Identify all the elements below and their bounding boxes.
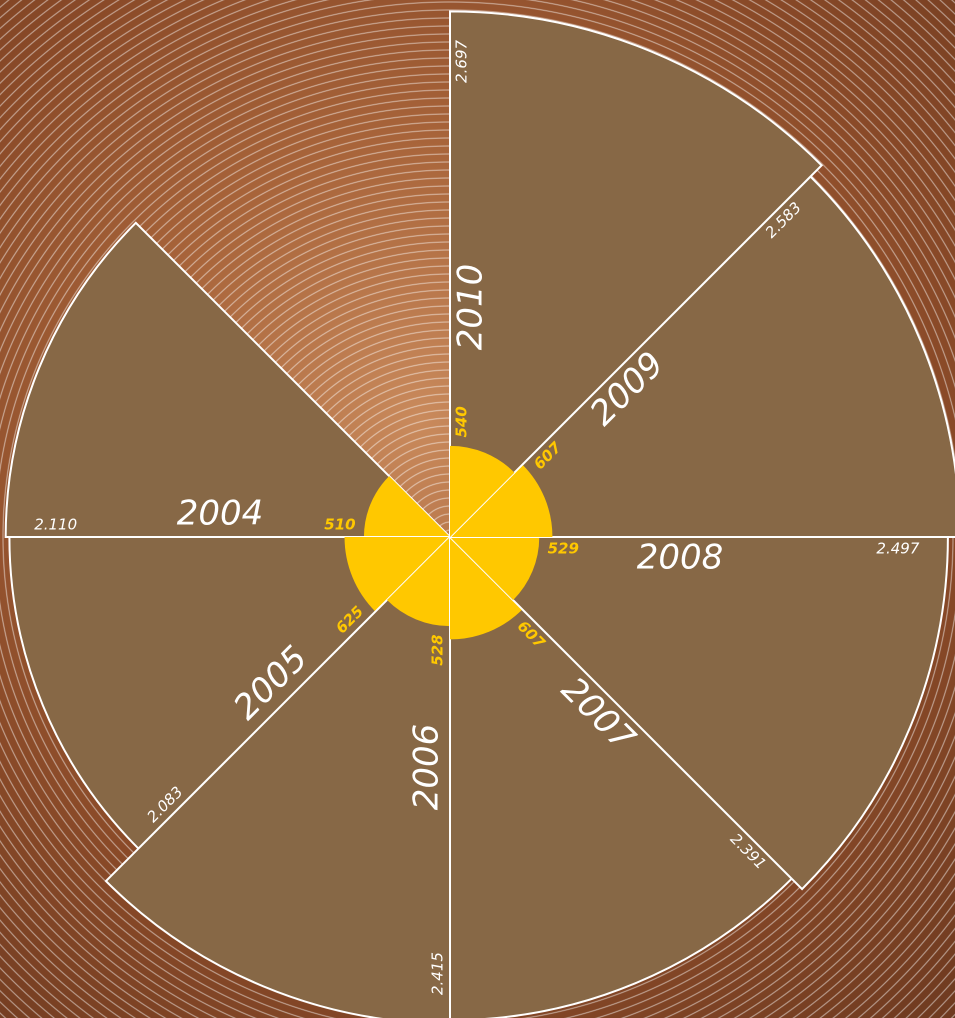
value-label: 2.697 <box>453 39 471 82</box>
sector <box>4 221 453 538</box>
sector <box>8 536 453 850</box>
inner-sector <box>450 445 515 537</box>
inner-sector <box>450 537 523 640</box>
inner-sector <box>363 476 450 537</box>
inner-value-label: 529 <box>548 540 579 558</box>
category-label: 2010 <box>451 264 491 351</box>
sector <box>447 175 955 538</box>
inner-value-label: 510 <box>324 516 355 534</box>
sector <box>104 534 451 1018</box>
value-label: 2.415 <box>429 952 447 995</box>
sector <box>447 536 949 891</box>
value-label: 2.497 <box>876 540 919 558</box>
inner-sector <box>450 464 553 537</box>
inner-sector <box>386 537 450 627</box>
value-label: 2.110 <box>34 516 77 534</box>
inner-sector <box>344 537 450 612</box>
sector <box>449 10 824 540</box>
inner-value-label: 528 <box>429 634 447 665</box>
category-label: 2008 <box>637 538 724 578</box>
inner-value-label: 540 <box>453 406 471 437</box>
category-label: 2006 <box>407 724 447 811</box>
inner-sector <box>450 537 540 601</box>
sector <box>449 534 794 1018</box>
category-label: 2004 <box>177 494 264 534</box>
